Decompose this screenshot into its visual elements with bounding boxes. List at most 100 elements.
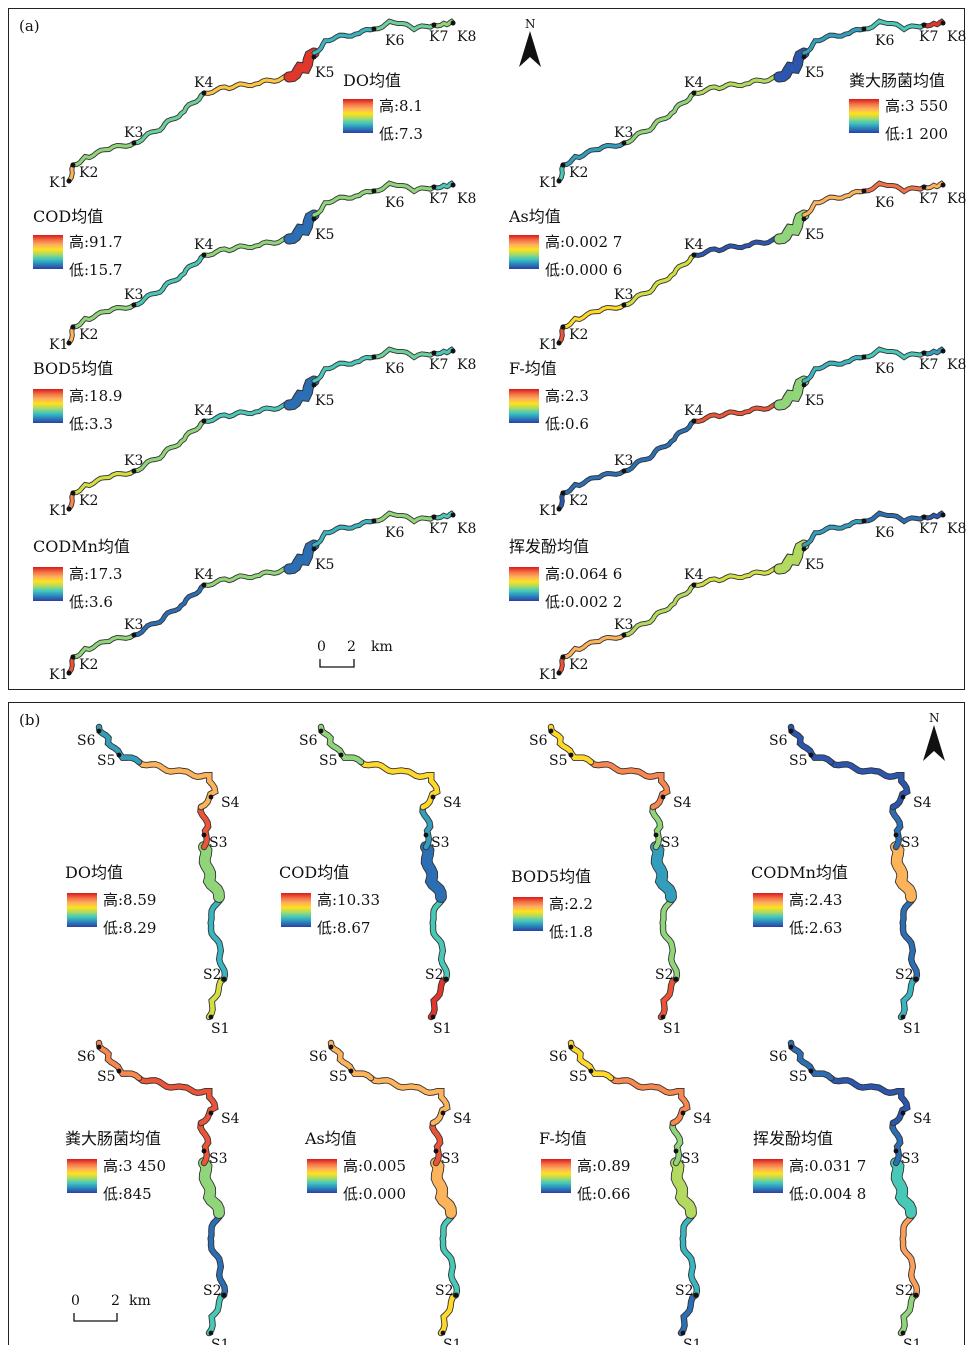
site-label: S1 [663, 1021, 682, 1037]
monitoring-site-dot [691, 418, 697, 424]
monitoring-site-dot [371, 518, 377, 524]
river-map-volatile-phenol: K1 K2 K3 K4 K5 K6 K7 K8 [539, 510, 966, 683]
river-segment [622, 419, 696, 473]
legend-high: 高:3 550 [885, 97, 948, 115]
river-segment [438, 1292, 459, 1336]
site-label: S5 [319, 753, 338, 769]
river-segment [891, 842, 916, 902]
river-segment [608, 1075, 690, 1126]
monitoring-site-dot [808, 752, 814, 758]
monitoring-site-dot [201, 418, 207, 424]
site-label: K1 [539, 175, 558, 191]
color-ramp [67, 1159, 97, 1193]
monitoring-site-dot [568, 1044, 574, 1050]
river-segment [891, 1158, 916, 1218]
color-ramp [541, 1159, 571, 1193]
site-label: K2 [79, 327, 98, 343]
river-segment [284, 48, 319, 82]
site-label: S2 [425, 967, 444, 983]
river-segment [372, 347, 436, 360]
legend-high: 高:17.3 [69, 565, 123, 583]
monitoring-site-dot [861, 354, 867, 360]
legend: 高:2.3 低:0.6 [509, 385, 649, 445]
site-label: S6 [309, 1049, 328, 1065]
river-segment [622, 583, 696, 637]
river-segment [788, 1040, 834, 1081]
river-segment [312, 27, 376, 55]
legend-low: 低:0.66 [577, 1185, 631, 1203]
river-segment [202, 236, 291, 258]
map-title: 挥发酚均值 [509, 537, 590, 556]
site-label: K7 [429, 29, 448, 45]
river-segment [199, 1158, 224, 1218]
site-label: K3 [124, 617, 143, 633]
monitoring-site-dot [318, 728, 324, 734]
monitoring-site-dot [660, 1014, 666, 1020]
monitoring-site-dot [208, 1110, 214, 1116]
monitoring-site-dot [673, 976, 679, 982]
site-label: K3 [614, 125, 633, 141]
legend-high: 高:2.3 [545, 387, 589, 405]
site-label: K8 [947, 521, 966, 537]
monitoring-site-dot [673, 1148, 679, 1154]
map-title: DO均值 [343, 71, 401, 90]
legend-low: 低:8.29 [103, 919, 157, 937]
site-label: S6 [77, 733, 96, 749]
monitoring-site-dot [208, 794, 214, 800]
legend-high: 高:0.031 7 [789, 1157, 867, 1175]
site-label: S2 [435, 1283, 454, 1299]
river-segment [431, 1158, 456, 1218]
site-label: S6 [549, 1049, 568, 1065]
color-ramp [343, 99, 373, 133]
legend-high: 高:3 450 [103, 1157, 166, 1175]
site-label: S1 [903, 1337, 922, 1345]
river-segment [692, 236, 781, 258]
river-segment [372, 181, 436, 194]
monitoring-site-dot [221, 1292, 227, 1298]
river-segment [660, 894, 680, 982]
site-label: K3 [124, 453, 143, 469]
site-label: K4 [194, 237, 213, 253]
river-segment [202, 74, 291, 96]
site-label: K6 [875, 525, 894, 541]
monitoring-site-dot [861, 518, 867, 524]
monitoring-site-dot [621, 302, 627, 308]
scale-unit: km [129, 1293, 151, 1309]
river-segment [136, 759, 218, 810]
legend-high: 高:0.89 [577, 1157, 631, 1175]
site-label: K5 [805, 227, 824, 243]
site-label: K7 [429, 357, 448, 373]
monitoring-site-dot [691, 252, 697, 258]
river-segment [368, 1075, 450, 1126]
monitoring-site-dot [116, 1068, 122, 1074]
site-label: K6 [875, 361, 894, 377]
site-label: S5 [789, 1069, 808, 1085]
site-label: K1 [49, 337, 68, 353]
site-label: K2 [79, 165, 98, 181]
monitoring-site-dot [131, 140, 137, 146]
color-ramp [33, 567, 63, 601]
site-label: S1 [683, 1337, 702, 1345]
river-segment [96, 724, 142, 765]
river-map-cod: K1 K2 K3 K4 K5 K6 K7 K8 [49, 180, 476, 353]
monitoring-site-dot [70, 654, 76, 660]
monitoring-site-dot [70, 162, 76, 168]
site-label: S2 [895, 967, 914, 983]
river-segment [420, 804, 433, 850]
river-segment [312, 519, 376, 547]
monitoring-site-dot [693, 1292, 699, 1298]
legend-high: 高:91.7 [69, 233, 123, 251]
legend: 高:10.33 低:8.67 [281, 889, 421, 949]
color-ramp [33, 389, 63, 423]
site-label: S4 [221, 795, 240, 811]
river-segment [680, 1210, 700, 1298]
river-segment [96, 1040, 142, 1081]
scale-bar: 0 2 km [69, 1293, 159, 1323]
legend: 高:91.7 低:15.7 [33, 231, 173, 291]
monitoring-site-dot [433, 1148, 439, 1154]
river-segment [622, 91, 696, 145]
scale-bar: 0 2 km [315, 639, 405, 669]
monitoring-site-dot [921, 350, 927, 356]
site-label: S1 [211, 1337, 230, 1345]
